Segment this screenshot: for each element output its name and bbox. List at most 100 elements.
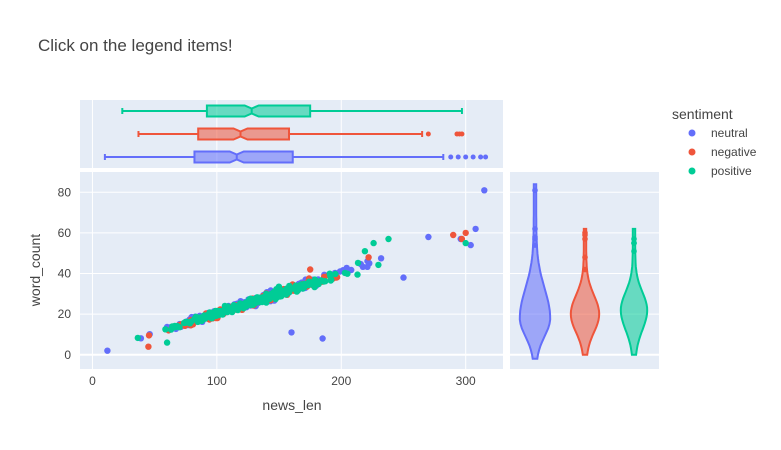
violin-point — [532, 187, 538, 194]
scatter-point — [365, 254, 372, 261]
scatter-point — [458, 235, 466, 243]
legend-marker-negative — [688, 148, 696, 156]
scatter-point — [462, 239, 469, 247]
x-tick-label: 200 — [331, 374, 351, 388]
box-outlier — [455, 154, 461, 160]
scatter-point — [293, 288, 300, 295]
y-tick-label: 80 — [58, 185, 72, 199]
scatter-point — [183, 319, 190, 326]
scatter-point — [145, 343, 152, 350]
scatter-point — [272, 295, 279, 303]
tick-labels: 0 100 200 300 0 20 40 60 80 — [58, 185, 476, 388]
scatter-point — [307, 266, 314, 273]
scatter-point — [361, 248, 369, 255]
legend-title: sentiment — [672, 106, 733, 122]
y-tick-label: 40 — [58, 267, 72, 281]
legend-item-positive[interactable]: positive — [688, 164, 753, 178]
y-tick-label: 0 — [64, 348, 71, 362]
scatter-point — [375, 261, 382, 269]
legend-label-positive: positive — [711, 164, 752, 178]
x-tick-label: 0 — [89, 374, 96, 388]
scatter-point — [467, 241, 474, 249]
scatter-point — [204, 312, 211, 320]
legend: sentiment neutral negative positive — [672, 106, 757, 178]
legend-label-negative: negative — [711, 145, 757, 159]
violin-point — [532, 226, 538, 232]
scatter-point — [288, 329, 295, 336]
box-body — [197, 127, 291, 141]
scatter-point — [332, 270, 339, 278]
legend-item-negative[interactable]: negative — [688, 145, 757, 159]
scatter-point — [194, 315, 201, 322]
violin-point — [582, 236, 588, 242]
chart-title: Click on the legend items! — [38, 36, 233, 55]
scatter-series-positive — [134, 235, 469, 346]
violin-body — [569, 227, 601, 356]
box-outlier — [459, 131, 465, 137]
violin-neutral — [518, 183, 552, 360]
scatter-point — [134, 334, 141, 342]
scatter-point — [277, 291, 285, 298]
violin-body — [518, 183, 552, 360]
scatter-point — [326, 270, 333, 277]
scatter-point — [425, 233, 432, 241]
box-body — [205, 104, 312, 118]
scatter-layer — [104, 187, 488, 354]
scatter-point — [450, 231, 457, 239]
scatter-point — [354, 271, 361, 278]
scatter-point — [377, 255, 385, 262]
legend-marker-neutral — [688, 129, 696, 137]
scatter-point — [310, 281, 317, 289]
scatter-point — [292, 282, 299, 289]
scatter-point — [176, 324, 183, 331]
scatter-point — [341, 269, 349, 277]
legend-marker-positive — [688, 167, 696, 175]
scatter-point — [462, 229, 469, 237]
x-tick-label: 300 — [456, 374, 476, 388]
violin-point — [631, 236, 637, 242]
box-outlier — [448, 154, 454, 160]
box-positive — [121, 104, 463, 118]
x-axis-title: news_len — [262, 397, 321, 413]
box-outlier — [478, 154, 484, 160]
box-outlier — [470, 154, 476, 160]
scatter-point — [169, 323, 176, 330]
scatter-point — [354, 259, 362, 267]
y-axis-title: word_count — [27, 234, 43, 307]
scatter-point — [481, 187, 488, 194]
violin-positive — [619, 227, 649, 356]
scatter-point — [472, 225, 479, 233]
scatter-point — [400, 274, 407, 281]
box-outlier — [483, 154, 489, 160]
violin-point — [532, 242, 538, 248]
scatter-point — [328, 276, 335, 283]
scatter-point — [221, 302, 229, 310]
box-outlier — [425, 131, 431, 137]
scatter-point — [263, 294, 270, 301]
box-layer — [103, 104, 489, 164]
scatter-point — [247, 295, 254, 302]
scatter-point — [370, 239, 377, 247]
scatter-point — [221, 308, 228, 315]
scatter-point — [319, 335, 326, 342]
scatter-point — [162, 326, 169, 333]
scatter-point — [226, 306, 233, 313]
scatter-point — [284, 288, 291, 295]
legend-label-neutral: neutral — [711, 126, 748, 140]
scatter-point — [385, 235, 392, 243]
legend-item-neutral[interactable]: neutral — [688, 126, 748, 140]
x-tick-label: 100 — [207, 374, 227, 388]
scatter-point — [301, 280, 308, 288]
y-tick-label: 20 — [58, 307, 72, 321]
box-body — [193, 150, 294, 164]
box-negative — [137, 127, 465, 141]
violin-point — [582, 230, 588, 236]
violin-negative — [569, 227, 601, 356]
scatter-point — [104, 347, 111, 354]
violin-point — [582, 254, 588, 261]
y-tick-label: 60 — [58, 226, 72, 240]
violin-point — [631, 240, 637, 246]
violin-layer — [518, 183, 649, 360]
scatter-point — [343, 264, 350, 272]
scatter-point — [163, 339, 171, 346]
